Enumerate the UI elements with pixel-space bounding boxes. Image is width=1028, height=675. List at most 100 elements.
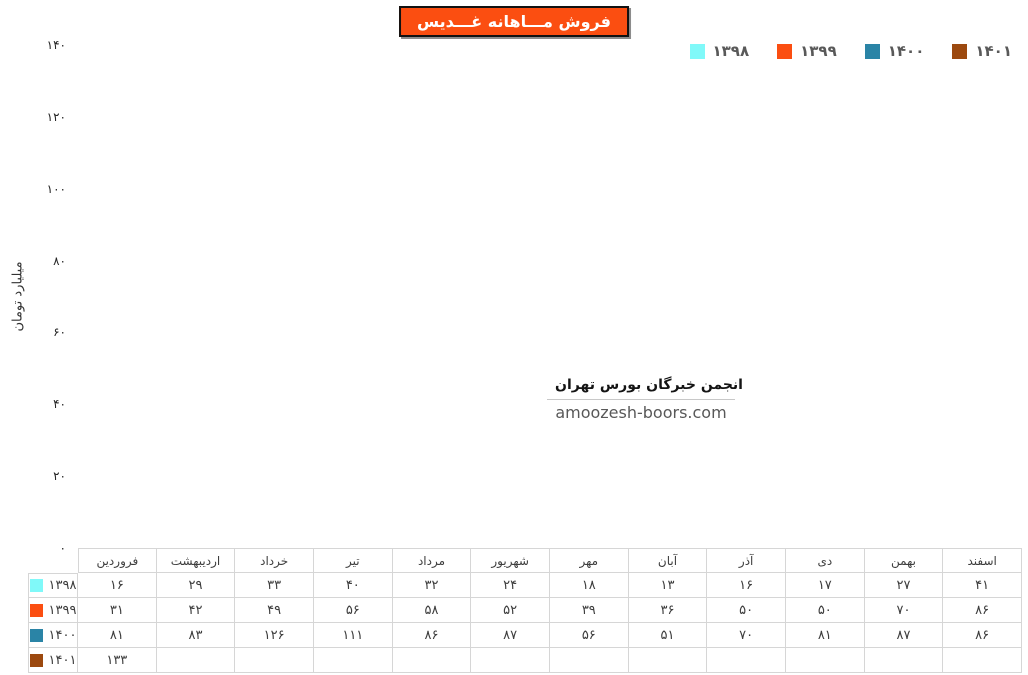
table-month-header: بهمن <box>864 548 944 573</box>
watermark-text: انجمن خبرگان بورس تهران <box>547 375 751 395</box>
table-row-header: ۱۳۹۸ <box>28 573 78 598</box>
table-value-cell: ۱۶ <box>78 573 157 598</box>
series-swatch-icon <box>29 653 43 667</box>
y-axis-ticks: ۰ ۲۰ ۴۰ ۶۰ ۸۰ ۱۰۰ ۱۲۰ ۱۴۰ <box>0 38 66 555</box>
table-value-cell: ۸۷ <box>864 623 944 648</box>
table-value-cell: ۷۰ <box>707 623 786 648</box>
y-tick-label: ۱۰۰ <box>46 181 66 196</box>
table-value-cell: ۱۱۱ <box>313 623 393 648</box>
table-value-cell: ۲۴ <box>471 573 550 598</box>
table-value-cell: ۲۷ <box>864 573 944 598</box>
legend-item: ۱۴۰۱ <box>952 42 1012 60</box>
table-value-cell: ۱۳ <box>628 573 708 598</box>
legend-swatch-icon <box>864 43 880 59</box>
table-corner-cell <box>28 548 78 573</box>
table-month-header: تیر <box>313 548 393 573</box>
table-row-header: ۱۳۹۹ <box>28 598 78 623</box>
bar-group <box>871 45 1003 548</box>
legend-item: ۱۴۰۰ <box>864 42 925 60</box>
table-value-cell: ۳۱ <box>78 598 157 623</box>
table-value-cell: ۴۱ <box>943 573 1022 598</box>
table-row-header: ۱۴۰۱ <box>28 648 78 673</box>
bar-group <box>210 45 342 548</box>
table-value-cell: ۱۸ <box>549 573 629 598</box>
table-value-cell: ۸۷ <box>471 623 550 648</box>
table-month-header: اسفند <box>943 548 1022 573</box>
table-value-cell: ۵۸ <box>392 598 472 623</box>
table-row-header: ۱۴۰۰ <box>28 623 78 648</box>
table-month-header: فروردین <box>78 548 157 573</box>
table-value-cell: ۸۱ <box>785 623 865 648</box>
legend-swatch-icon <box>952 43 968 59</box>
series-year-label: ۱۳۹۸ <box>48 578 77 593</box>
legend-label: ۱۳۹۸ <box>712 42 750 60</box>
legend-label: ۱۴۰۰ <box>887 42 925 60</box>
table-month-header: اردیبهشت <box>156 548 236 573</box>
table-month-header: خرداد <box>235 548 314 573</box>
bar-group <box>78 45 210 548</box>
y-tick-label: ۱۴۰ <box>46 38 66 52</box>
table-value-cell <box>785 648 865 673</box>
watermark-divider <box>547 399 735 400</box>
y-tick-label: ۲۰ <box>53 469 66 484</box>
table-value-cell <box>156 648 236 673</box>
table-value-cell <box>549 648 629 673</box>
table-value-cell: ۵۱ <box>628 623 708 648</box>
table-month-header: آبان <box>628 548 708 573</box>
bar-group <box>607 45 739 548</box>
table-value-cell: ۸۱ <box>78 623 157 648</box>
table-value-cell <box>628 648 708 673</box>
y-tick-label: ۰ <box>59 541 66 555</box>
table-month-header: آذر <box>707 548 786 573</box>
table-value-cell: ۴۹ <box>235 598 314 623</box>
y-tick-label: ۴۰ <box>53 397 66 412</box>
legend-label: ۱۴۰۱ <box>975 42 1012 60</box>
table-value-cell: ۵۶ <box>313 598 393 623</box>
y-tick-label: ۸۰ <box>53 253 66 268</box>
series-year-label: ۱۴۰۱ <box>48 652 77 668</box>
legend-item: ۱۳۹۹ <box>777 42 837 60</box>
table-month-header: شهریور <box>471 548 550 573</box>
table-value-cell: ۲۹ <box>156 573 236 598</box>
table-value-cell: ۵۶ <box>549 623 629 648</box>
table-value-cell: ۷۰ <box>864 598 944 623</box>
table-value-cell: ۴۲ <box>156 598 236 623</box>
table-month-header: مرداد <box>392 548 472 573</box>
bar-group <box>1003 45 1028 548</box>
bar-group <box>342 45 474 548</box>
table-month-header: دی <box>785 548 865 573</box>
table-value-cell <box>235 648 314 673</box>
table-value-cell: ۸۶ <box>943 598 1022 623</box>
bar-group <box>739 45 871 548</box>
table-value-cell: ۵۰ <box>707 598 786 623</box>
table-value-cell: ۱۶ <box>707 573 786 598</box>
table-value-cell: ۳۳ <box>235 573 314 598</box>
plot-area <box>78 45 1022 548</box>
table-value-cell <box>392 648 472 673</box>
table-value-cell: ۸۶ <box>943 623 1022 648</box>
table-value-cell <box>864 648 944 673</box>
legend-swatch-icon <box>777 43 793 59</box>
bar-group <box>474 45 606 548</box>
table-value-cell <box>707 648 786 673</box>
y-tick-label: ۱۲۰ <box>46 109 66 124</box>
series-swatch-icon <box>29 628 43 642</box>
table-value-cell: ۳۹ <box>549 598 629 623</box>
chart-title: فروش مـــاهانه غـــدیس <box>399 6 629 37</box>
table-value-cell <box>471 648 550 673</box>
table-value-cell: ۱۷ <box>785 573 865 598</box>
table-value-cell: ۵۰ <box>785 598 865 623</box>
series-year-label: ۱۴۰۰ <box>48 627 77 643</box>
table-value-cell: ۵۲ <box>471 598 550 623</box>
legend-label: ۱۳۹۹ <box>800 42 837 60</box>
table-value-cell: ۴۰ <box>313 573 393 598</box>
legend: ۱۳۹۸ ۱۳۹۹ ۱۴۰۰ ۱۴۰۱ <box>689 42 1012 60</box>
table-value-cell: ۸۳ <box>156 623 236 648</box>
table-value-cell <box>313 648 393 673</box>
series-year-label: ۱۳۹۹ <box>48 602 77 618</box>
table-value-cell: ۳۲ <box>392 573 472 598</box>
table-value-cell: ۱۲۶ <box>235 623 314 648</box>
table-value-cell <box>943 648 1022 673</box>
legend-swatch-icon <box>689 43 705 59</box>
